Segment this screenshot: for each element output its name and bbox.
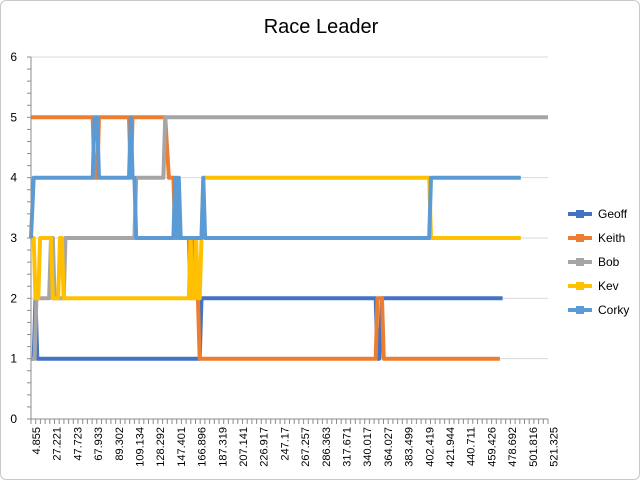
gridlines — [31, 56, 548, 360]
x-tick-label: 521.325 — [549, 427, 561, 467]
x-tick-label: 166.896 — [197, 427, 209, 467]
y-tick-label: 2 — [10, 291, 17, 305]
legend-label-kev: Kev — [598, 279, 619, 293]
x-tick-label: 459.426 — [486, 427, 498, 467]
legend-label-keith: Keith — [598, 231, 625, 245]
legend-marker-keith — [576, 234, 584, 242]
x-tick-label: 440.711 — [466, 427, 478, 466]
series-line-geoff — [31, 296, 503, 361]
y-tick-label: 4 — [10, 171, 17, 185]
y-tick-label: 6 — [10, 50, 17, 64]
y-tick-label: 0 — [10, 412, 17, 426]
x-tick-label: 501.816 — [528, 427, 540, 467]
y-tick-label: 5 — [10, 110, 17, 124]
y-tick-label: 1 — [10, 352, 17, 366]
axes: 0 1 2 3 4 5 6 4.855 27.221 47.723 67.933 89.302 109.… — [10, 50, 560, 467]
x-tick-label: 47.723 — [72, 427, 84, 461]
x-tick-label: 478.692 — [507, 427, 519, 467]
x-tick-label: 247.17 — [279, 427, 291, 461]
legend-label-geoff: Geoff — [598, 207, 628, 221]
x-tick-label: 128.292 — [155, 427, 167, 467]
x-tick-label: 89.302 — [114, 427, 126, 461]
x-tick-label: 67.933 — [93, 427, 105, 461]
x-tick-label: 267.257 — [300, 427, 312, 467]
legend-label-bob: Bob — [598, 255, 620, 269]
x-tick-label: 109.134 — [135, 427, 147, 467]
legend-marker-kev — [576, 282, 584, 290]
x-tick-label: 207.141 — [238, 427, 250, 467]
series-lines — [29, 115, 548, 361]
legend-marker-geoff — [576, 210, 584, 218]
chart-title: Race Leader — [264, 16, 379, 38]
x-tick-label: 340.017 — [362, 427, 374, 467]
x-tick-label: 421.944 — [445, 427, 457, 467]
y-tick-label: 3 — [10, 231, 17, 245]
legend: Geoff Keith Bob Kev Corky — [568, 207, 629, 317]
legend-marker-corky — [576, 306, 584, 314]
x-tick-label: 27.221 — [52, 427, 64, 461]
x-tick-label: 4.855 — [31, 427, 43, 455]
x-tick-label: 317.671 — [342, 427, 354, 467]
x-tick-label: 383.499 — [404, 427, 416, 467]
series-line-corky — [29, 115, 521, 240]
x-tick-label: 364.027 — [383, 427, 395, 467]
x-tick-label: 402.419 — [424, 427, 436, 467]
x-tick-label: 286.363 — [321, 427, 333, 467]
legend-marker-bob — [576, 258, 584, 266]
x-tick-label: 147.401 — [176, 427, 188, 467]
legend-label-corky: Corky — [598, 303, 629, 317]
x-tick-label: 226.917 — [259, 427, 271, 467]
x-tick-label: 187.319 — [217, 427, 229, 467]
